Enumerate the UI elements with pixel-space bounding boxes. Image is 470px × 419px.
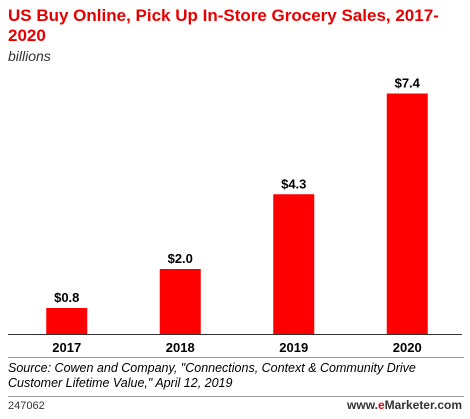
brand-suffix: Marketer.com xyxy=(384,398,462,412)
bar-2017 xyxy=(46,308,88,334)
data-label-2020: $7.4 xyxy=(395,76,421,91)
chart-subtitle: billions xyxy=(8,48,51,64)
data-label-2018: $2.0 xyxy=(168,251,193,266)
bar-2018 xyxy=(159,269,201,334)
labels-group: $0.8 2017 $2.0 2018 $4.3 2019 $7.4 2020 xyxy=(52,76,421,356)
data-label-2019: $4.3 xyxy=(281,176,306,191)
chart-title: US Buy Online, Pick Up In-Store Grocery … xyxy=(8,6,439,45)
x-tick-label-2017: 2017 xyxy=(52,340,81,355)
bar-2019 xyxy=(273,194,315,334)
chart-id: 247062 xyxy=(8,400,45,412)
brand-accent: e xyxy=(377,398,385,412)
source-note: Source: Cowen and Company, "Connections,… xyxy=(8,361,416,390)
bar-2020 xyxy=(386,93,428,334)
footer-divider xyxy=(8,357,464,358)
data-label-2017: $0.8 xyxy=(54,290,79,305)
brand-prefix: www. xyxy=(347,398,378,412)
bottom-divider xyxy=(8,396,464,397)
x-tick-label-2018: 2018 xyxy=(166,340,195,355)
brand-logo: www.eMarketer.com xyxy=(347,398,462,412)
x-tick-label-2020: 2020 xyxy=(393,340,422,355)
x-tick-label-2019: 2019 xyxy=(279,340,308,355)
bars-group xyxy=(46,93,428,334)
